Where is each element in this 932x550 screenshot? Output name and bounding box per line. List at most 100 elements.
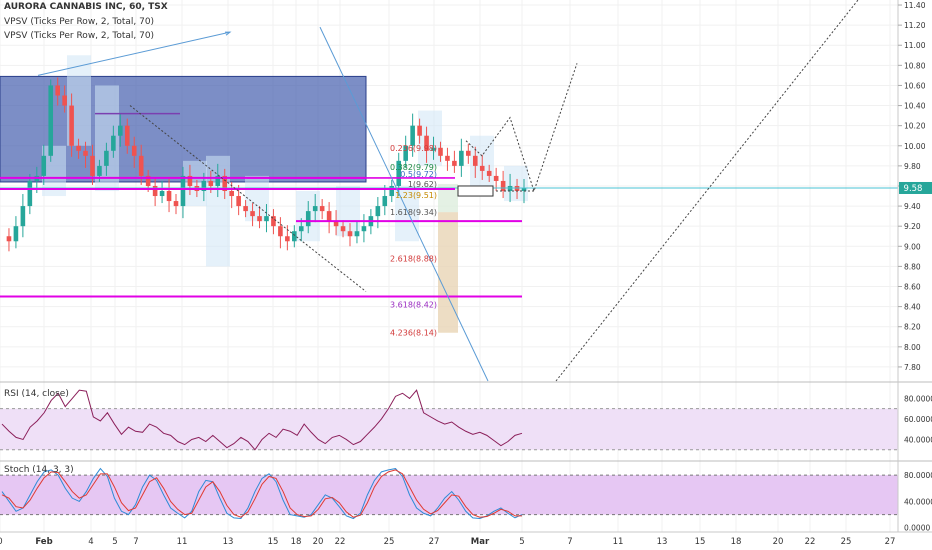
time-tick-label: 15: [268, 537, 279, 547]
fib-level-label: 1(9.62): [408, 180, 437, 189]
price-tick-label: 9.40: [904, 202, 921, 211]
candle-body: [500, 180, 506, 192]
price-tick-label: 11.20: [904, 21, 926, 30]
candle-body: [410, 125, 415, 146]
candle-body: [507, 185, 513, 192]
candle-body: [236, 196, 241, 207]
time-tick-label: Feb: [35, 537, 52, 547]
candle-body: [55, 85, 60, 96]
rsi-tick-label: 40.0000: [904, 435, 932, 444]
volume-profile-box: [336, 185, 360, 237]
candle-body: [375, 206, 381, 217]
time-tick-label: 15: [695, 537, 706, 547]
price-tick-label: 10.60: [904, 81, 926, 90]
rsi-legend[interactable]: RSI (14, close): [4, 389, 69, 399]
candle-body: [152, 185, 158, 197]
price-axis[interactable]: 7.808.008.208.408.608.809.009.209.409.60…: [898, 1, 926, 372]
candle-body: [278, 226, 283, 237]
price-tick-label: 10.80: [904, 61, 926, 70]
drawing-layer[interactable]: [0, 55, 528, 333]
candle-body: [145, 175, 151, 186]
candle-body: [208, 180, 214, 186]
stoch-d-line: [1, 469, 522, 518]
candle-body: [97, 165, 102, 176]
candle-body: [250, 211, 255, 217]
candle-body: [403, 145, 408, 161]
trend-line: [319, 26, 489, 382]
fib-level-label: 0.382(9.79): [390, 163, 437, 172]
candle-body: [326, 211, 332, 222]
time-tick-label: 0: [0, 537, 3, 547]
candle-body: [486, 170, 492, 176]
arrow-head: [225, 31, 232, 36]
time-tick-label: 11: [613, 537, 624, 547]
indicator-legend-1[interactable]: VPSV (Ticks Per Row, 2, Total, 70): [4, 17, 155, 27]
stoch-pane: [0, 467, 898, 520]
candle-body: [479, 165, 485, 171]
time-tick-label: 20: [313, 537, 324, 547]
time-axis[interactable]: 0 Feb 4 5 7 11 13 15 18 20 22 25 27 Mar 5 7 11 13 15 18 20 22…: [0, 537, 895, 547]
candle-body: [312, 206, 318, 212]
price-tick-label: 8.60: [904, 283, 921, 292]
price-tick-label: 10.00: [904, 142, 926, 151]
candle-body: [431, 147, 436, 151]
candle-body: [20, 206, 26, 227]
candle-body: [417, 125, 422, 136]
price-tick-label: 8.20: [904, 323, 921, 332]
candle-body: [347, 231, 353, 237]
time-tick-label: 18: [731, 537, 742, 547]
indicator-legend-2[interactable]: VPSV (Ticks Per Row, 2, Total, 70): [4, 31, 155, 41]
time-tick-label: 13: [657, 537, 668, 547]
time-tick-label: 27: [885, 537, 896, 547]
candle-body: [243, 206, 248, 212]
last-price-badge: 9.58: [899, 181, 932, 194]
candle-body: [229, 191, 234, 197]
time-tick-label: 25: [841, 537, 852, 547]
price-tick-label: 11.00: [904, 41, 926, 50]
chart-title[interactable]: AURORA CANNABIS INC, 60, TSX: [4, 2, 168, 12]
candle-body: [264, 216, 269, 222]
candle-body: [159, 191, 165, 197]
rsi-tick-label: 80.0000: [904, 394, 932, 403]
candle-body: [514, 185, 520, 192]
price-tick-label: 10.20: [904, 122, 926, 131]
stoch-tick-label: 0.0000: [904, 524, 930, 533]
rsi-pane: [0, 389, 898, 451]
time-tick-label: 22: [335, 537, 346, 547]
rsi-band: [0, 408, 898, 450]
candle-body: [187, 175, 193, 186]
time-tick-label: 7: [133, 537, 138, 547]
fib-level-label: 1.618(9.34): [390, 208, 437, 217]
candle-body: [521, 187, 527, 192]
candle-body: [472, 155, 478, 166]
candle-body: [41, 155, 47, 176]
candle-body: [354, 231, 360, 237]
stoch-legend[interactable]: Stoch (14, 3, 3): [4, 465, 74, 475]
candle-body: [76, 145, 81, 151]
candle-body: [438, 147, 443, 156]
candle-body: [424, 135, 429, 151]
candle-body: [333, 221, 339, 227]
last-price-label: 9.58: [904, 184, 923, 194]
candle-body: [118, 125, 123, 136]
candle-body: [6, 236, 12, 242]
price-tick-label: 8.80: [904, 262, 921, 271]
volume-profile-box: [418, 110, 442, 166]
price-tick-label: 7.80: [904, 363, 921, 372]
fib-zone-lower: [438, 212, 458, 333]
volume-profile-box: [245, 175, 269, 222]
rsi-tick-label: 60.0000: [904, 415, 932, 424]
candle-body: [257, 216, 262, 222]
price-tick-label: 10.40: [904, 102, 926, 111]
overlay-drawings[interactable]: [0, 0, 898, 382]
rsi-line: [1, 389, 523, 451]
candle-body: [69, 105, 74, 146]
candle-body: [382, 196, 388, 207]
pivot-box: [457, 185, 494, 197]
price-tick-label: 8.00: [904, 343, 921, 352]
candle-body: [13, 226, 19, 242]
candle-body: [452, 160, 457, 166]
candle-body: [285, 236, 290, 242]
fib-level-label: 0.236(9.98): [390, 144, 437, 153]
